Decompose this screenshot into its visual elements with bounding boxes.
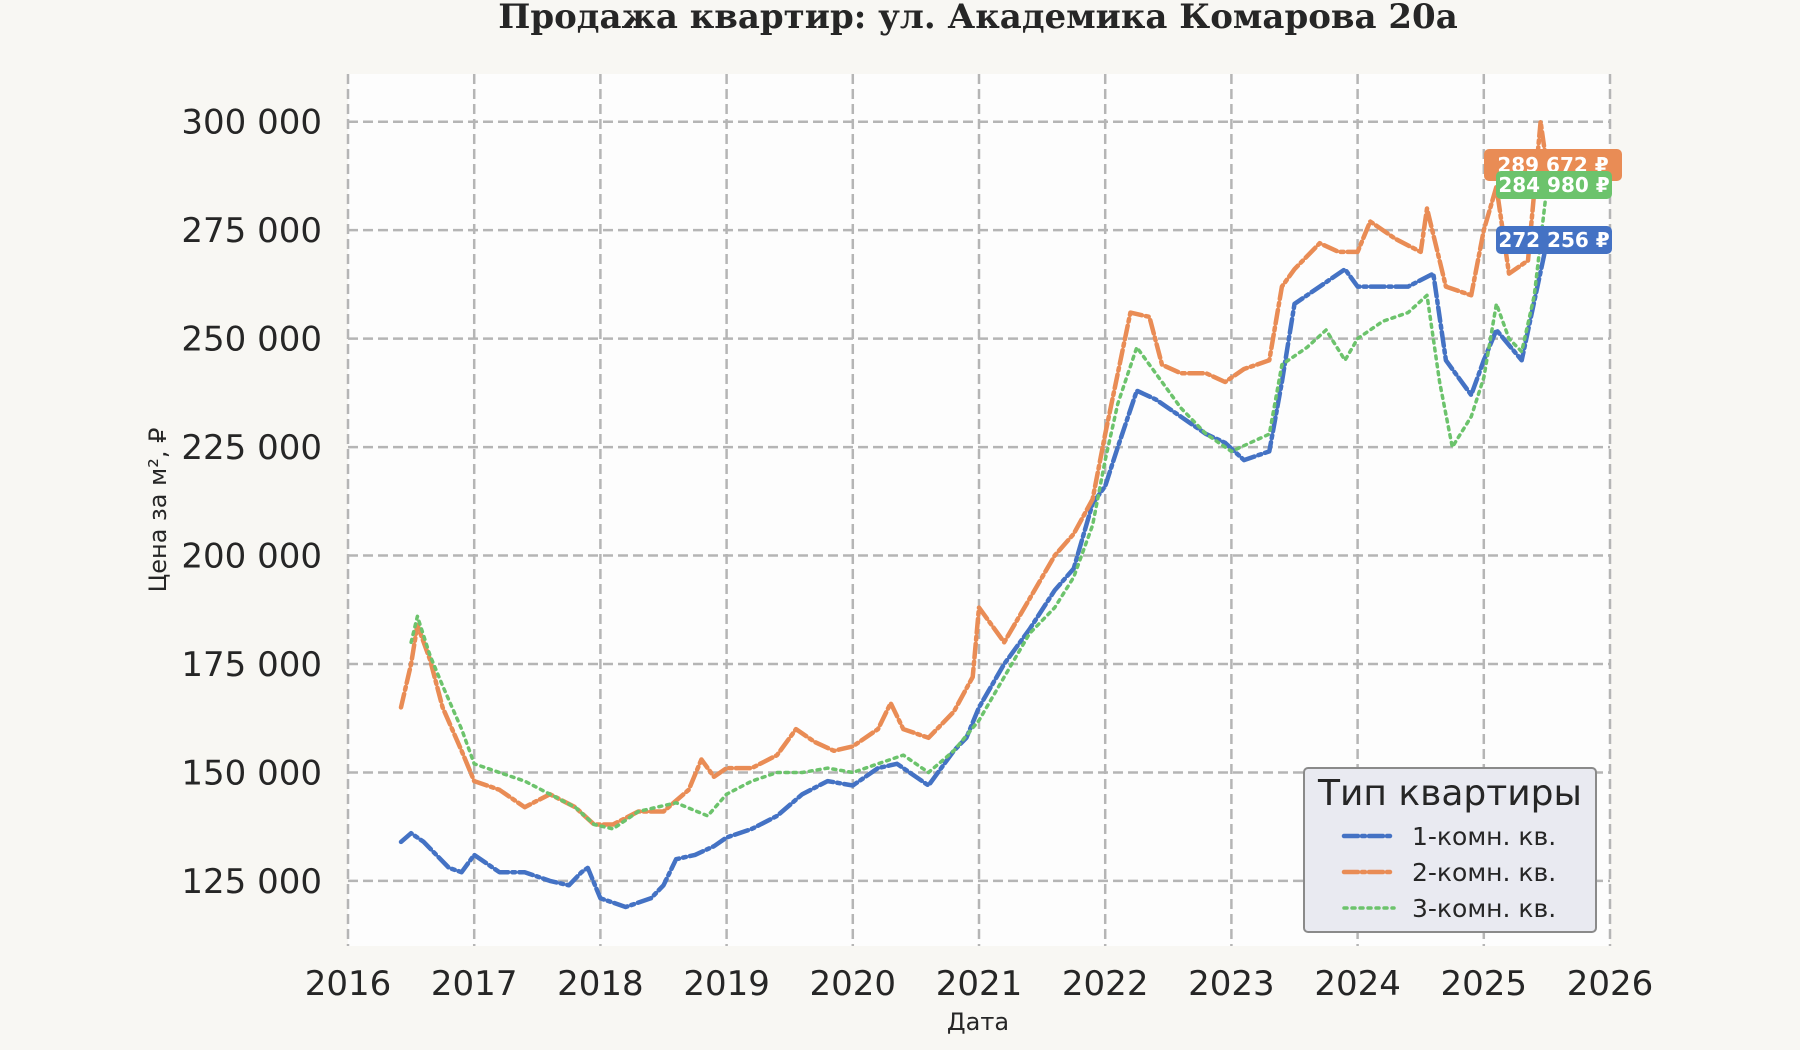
x-tick-label: 2017 — [431, 964, 518, 1004]
y-tick-label: 275 000 — [181, 211, 322, 251]
y-tick-label: 125 000 — [181, 862, 322, 902]
x-tick-label: 2018 — [557, 964, 644, 1004]
legend: Тип квартиры 1-комн. кв. 2-комн. кв. 3-ком… — [1303, 767, 1597, 933]
y-tick-label: 300 000 — [181, 103, 322, 143]
series-lines — [398, 119, 1550, 910]
value-badge-text-3: 284 980 ₽ — [1498, 173, 1609, 197]
x-tick-label: 2023 — [1188, 964, 1275, 1004]
x-tick-label: 2024 — [1314, 964, 1401, 1004]
last-value-badges: 289 672 ₽284 980 ₽272 256 ₽ — [1484, 149, 1622, 254]
y-tick-label: 225 000 — [181, 428, 322, 468]
series-line-3 — [409, 185, 1549, 831]
chart-title: Продажа квартир: ул. Академика Комарова … — [498, 0, 1458, 37]
legend-label-3: 3-комн. кв. — [1412, 894, 1556, 923]
y-tick-label: 250 000 — [181, 320, 322, 360]
legend-title: Тип квартиры — [1317, 773, 1582, 814]
y-axis-label: Цена за м², ₽ — [144, 428, 172, 593]
legend-box — [1303, 767, 1597, 933]
value-badge-1 — [1496, 226, 1612, 254]
legend-label-1: 1-комн. кв. — [1412, 822, 1556, 851]
x-tick-label: 2025 — [1441, 964, 1528, 1004]
x-tick-label: 2019 — [683, 964, 770, 1004]
y-tick-label: 150 000 — [181, 753, 322, 793]
series-line-1 — [398, 239, 1550, 910]
x-tick-label: 2021 — [936, 964, 1023, 1004]
y-tick-label: 175 000 — [181, 645, 322, 685]
value-badge-text-1: 272 256 ₽ — [1498, 228, 1609, 252]
legend-label-2: 2-комн. кв. — [1412, 858, 1556, 887]
x-tick-label: 2022 — [1062, 964, 1149, 1004]
value-badge-3 — [1496, 171, 1612, 199]
x-axis-label: Дата — [947, 1008, 1009, 1036]
x-tick-label: 2020 — [810, 964, 897, 1004]
y-tick-label: 200 000 — [181, 537, 322, 577]
tick-labels: 2016 2017 2018 2019 2020 2021 2022 2023 2024 2025… — [181, 103, 1653, 1004]
x-tick-label: 2016 — [305, 964, 392, 1004]
x-tick-label: 2026 — [1567, 964, 1654, 1004]
